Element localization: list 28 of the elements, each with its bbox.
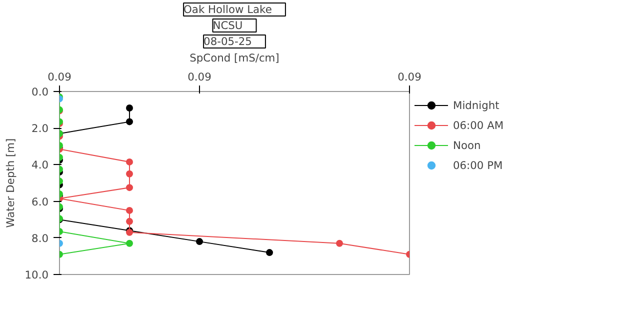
legend-label: 06:00 AM (453, 118, 504, 132)
legend-label: 06:00 PM (453, 158, 503, 172)
y-tick-label: 2.0 (32, 122, 49, 136)
y-tick-label: 0.0 (32, 86, 49, 98)
legend-label: Midnight (453, 98, 500, 112)
x-axis-title: SpCond [mS/cm] (190, 52, 280, 64)
y-tick-label: 8.0 (32, 232, 49, 245)
x-tick-label: 0.09 (398, 70, 422, 84)
legend-label: Noon (453, 138, 481, 152)
point (126, 118, 133, 126)
chart-subtitle: NCSU (212, 19, 243, 32)
y-tick-label: 4.0 (32, 158, 49, 172)
point (266, 249, 273, 256)
point (126, 184, 133, 192)
y-tick-label: 10.0 (24, 268, 49, 282)
x-tick-label: 0.09 (188, 70, 212, 84)
point (196, 238, 203, 246)
text: 08-05-25 (204, 35, 252, 48)
point (126, 206, 133, 214)
point (126, 218, 133, 225)
y-tick-label: 6.0 (32, 195, 49, 208)
y-axis-title: Water Depth [m] (4, 138, 17, 228)
point (126, 158, 133, 166)
point (126, 170, 133, 178)
chart-title: Oak Hollow Lake (184, 3, 272, 16)
point (126, 104, 133, 112)
point (336, 240, 343, 247)
x-tick-label: 0.09 (48, 70, 72, 84)
